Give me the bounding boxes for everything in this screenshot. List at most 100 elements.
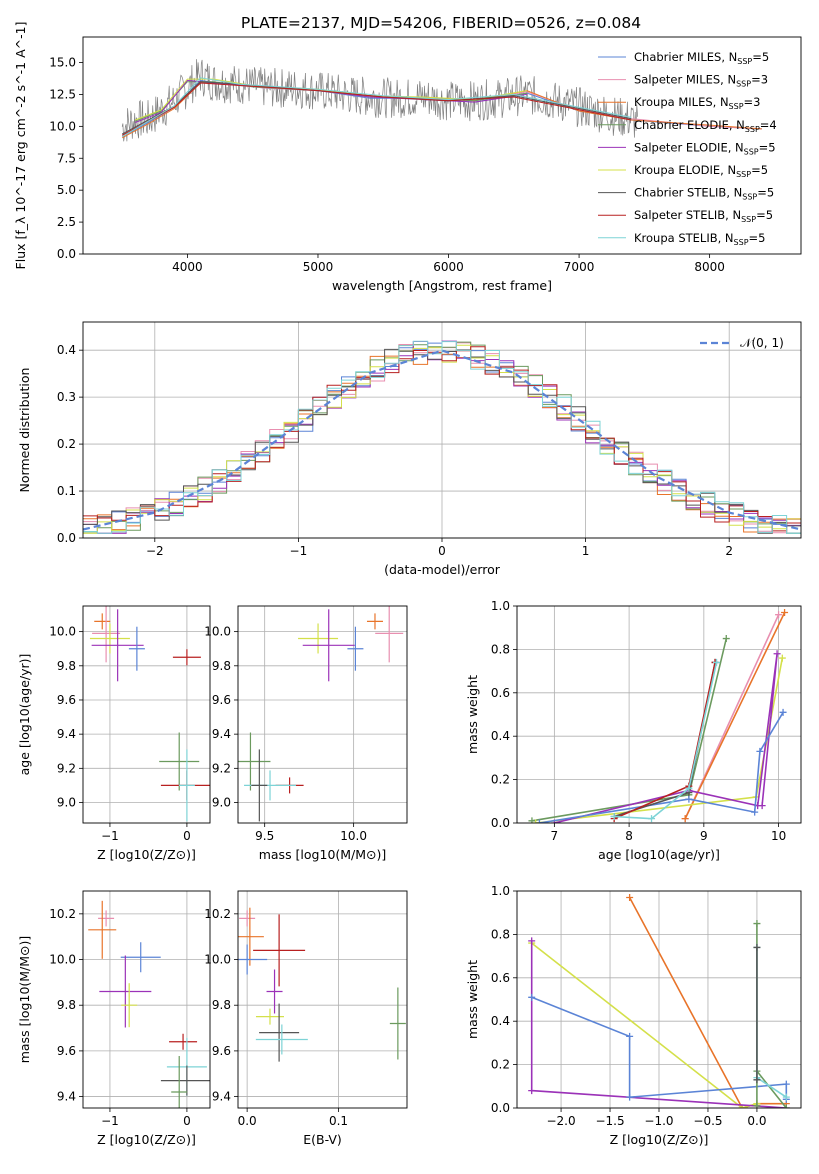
- axes-frame: [237, 890, 408, 1109]
- y-tick-label: 10.0: [204, 625, 231, 639]
- x-axis-label: Z [log10(Z/Z⊙)]: [97, 847, 196, 862]
- x-tick-label: −0.5: [693, 1114, 722, 1128]
- legend-subscript: SSP: [729, 102, 744, 111]
- y-tick-label: 2.5: [57, 215, 76, 229]
- x-tick-label: −1: [101, 1114, 119, 1128]
- weight-marker: [753, 920, 761, 928]
- y-tick-label: 12.5: [49, 87, 76, 101]
- y-axis-label: Normed distribution: [17, 368, 32, 493]
- panel-residuals: −2 −1 0 1 2 0.0 0.1 0.2 0.3 0.4 (data-model)/error…: [17, 321, 802, 577]
- plot-area: [528, 609, 789, 823]
- spectrum-data-line: [121, 59, 638, 142]
- plot-area: [238, 606, 404, 822]
- x-tick-label: 4000: [172, 260, 203, 274]
- x-tick-label: 0.0: [747, 1114, 766, 1128]
- weight-marker: [782, 1093, 790, 1101]
- y-tick-label: 9.6: [57, 693, 76, 707]
- x-tick-label: 1: [582, 544, 590, 558]
- axes-frame: [516, 890, 802, 1109]
- legend-value: =5: [757, 186, 774, 200]
- weight-marker: [648, 815, 656, 823]
- x-tick-label: 2: [725, 544, 733, 558]
- x-axis-label: wavelength [Angstrom, rest frame]: [332, 278, 552, 293]
- weight-marker: [681, 815, 689, 823]
- weight-marker: [722, 635, 730, 643]
- y-tick-label: 9.0: [212, 795, 231, 809]
- axes-frame: [82, 36, 802, 255]
- y-tick-label: 10.2: [204, 907, 231, 921]
- panel-age-vs-Z: −1 0 9.0 9.2 9.4 9.6 9.8 10.0 Z [log10(Z/Z⊙)] age…: [17, 605, 211, 862]
- histogram-step-8: [83, 340, 801, 534]
- x-tick-label: −1.5: [595, 1114, 624, 1128]
- x-axis-label: mass [log10(M/M⊙)]: [259, 847, 387, 862]
- x-axis-label: Z [log10(Z/Z⊙)]: [610, 1132, 709, 1147]
- y-tick-label: 0.0: [57, 247, 76, 261]
- weight-line-5: [756, 947, 787, 1098]
- weight-marker: [751, 808, 759, 816]
- panel-mass-vs-EBV: 0.0 0.1 9.4 9.6 9.8 10.0 10.2 E(B-V): [204, 890, 408, 1147]
- y-tick-label: 9.8: [57, 998, 76, 1012]
- legend-label: 𝒩(0, 1): [740, 336, 784, 350]
- normal-curve: [83, 349, 801, 531]
- weight-line-4: [554, 653, 778, 823]
- y-tick-label: 10.0: [204, 953, 231, 967]
- x-tick-label: 0.0: [238, 1114, 257, 1128]
- model-line-6: [121, 81, 632, 135]
- weight-marker: [532, 819, 540, 823]
- x-tick-label: −1: [290, 544, 308, 558]
- legend-label: Salpeter STELIB, NSSP=5: [634, 208, 773, 224]
- panel-massweight-vs-Z: −2.0 −1.5 −1.0 −0.5 0.0 0.0 0.2 0.4 0.6 0.8 1.0 Z […: [465, 884, 802, 1147]
- weight-marker: [758, 802, 766, 810]
- axes-frame: [82, 321, 802, 539]
- weight-marker: [753, 1076, 761, 1084]
- axes-frame: [237, 605, 408, 824]
- weight-marker: [753, 1102, 761, 1108]
- weight-line-8: [614, 662, 718, 820]
- y-tick-label: 0.4: [57, 343, 76, 357]
- plot-area: [238, 907, 406, 1062]
- legend-subscript: SSP: [734, 238, 749, 247]
- y-tick-label: 0.6: [491, 971, 510, 985]
- x-tick-label: 9: [700, 829, 708, 843]
- weight-marker: [753, 943, 761, 951]
- plot-area: [83, 340, 801, 534]
- x-tick-label: 7: [551, 829, 559, 843]
- weight-marker: [528, 1087, 536, 1095]
- y-tick-label: 10.2: [49, 907, 76, 921]
- x-axis-label: E(B-V): [303, 1132, 342, 1147]
- x-tick-label: 0.1: [329, 1114, 348, 1128]
- weight-line-2: [684, 612, 786, 820]
- y-tick-label: 9.8: [212, 659, 231, 673]
- legend-label: Salpeter MILES, NSSP=3: [634, 73, 768, 89]
- weight-marker: [782, 1080, 790, 1088]
- legend-value: =5: [759, 140, 776, 154]
- y-tick-label: 1.0: [491, 599, 510, 613]
- weight-marker: [528, 817, 536, 823]
- panel-spectrum: 4000 5000 6000 7000 8000 0.0 2.5 5.0 7.5 10.0 12.5…: [13, 22, 802, 293]
- weight-marker: [773, 650, 781, 658]
- x-tick-label: 5000: [303, 260, 334, 274]
- x-tick-label: 0: [438, 544, 446, 558]
- x-tick-label: 0: [183, 829, 191, 843]
- panel-massweight-vs-age: 7 8 9 10 0.0 0.2 0.4 0.6 0.8 1.0 age [log10(age/yr…: [465, 599, 802, 862]
- legend-label: Kroupa MILES, NSSP=3: [634, 95, 760, 111]
- model-line-7: [121, 82, 632, 136]
- panel-mass-vs-Z: −1 0 9.4 9.6 9.8 10.0 10.2 Z [log10(Z/Z⊙)] mass …: [17, 890, 211, 1147]
- y-tick-label: 0.8: [491, 642, 510, 656]
- legend-label: Chabrier MILES, NSSP=5: [634, 50, 769, 66]
- weight-marker: [626, 1032, 634, 1040]
- y-axis-label: mass weight: [465, 675, 480, 754]
- legend-value: =5: [752, 50, 769, 64]
- x-tick-label: −2.0: [546, 1114, 575, 1128]
- y-tick-label: 9.2: [212, 761, 231, 775]
- y-tick-label: 9.8: [212, 998, 231, 1012]
- y-axis-label: Flux [f_λ 10^-17 erg cm^-2 s^-1 A^-1]: [13, 22, 28, 270]
- legend-label: Chabrier ELODIE, NSSP=4: [634, 118, 777, 134]
- y-tick-label: 7.5: [57, 151, 76, 165]
- axes-frame: [82, 605, 211, 824]
- x-tick-label: 8: [625, 829, 633, 843]
- legend-value: =3: [744, 95, 761, 109]
- legend-value: =3: [751, 73, 768, 87]
- x-axis-label: age [log10(age/yr)]: [598, 847, 720, 862]
- legend-label: Kroupa ELODIE, NSSP=5: [634, 163, 768, 179]
